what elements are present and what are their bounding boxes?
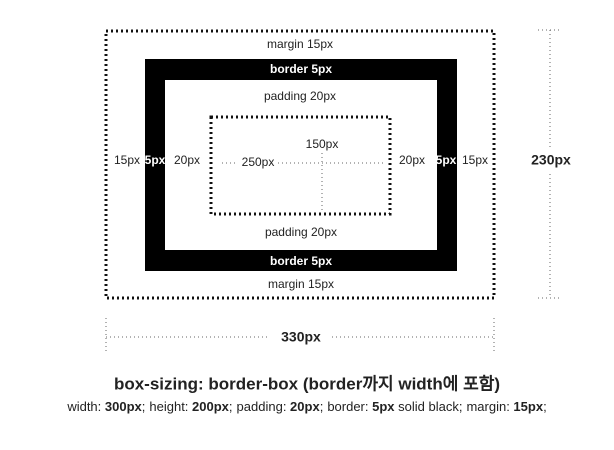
code-part: 200px (192, 399, 230, 414)
code-part: solid black; (395, 399, 463, 414)
dimension-label: 230px (531, 152, 571, 168)
label: 5px (145, 153, 166, 167)
dimension-label: 330px (281, 329, 321, 345)
label: 20px (174, 153, 200, 167)
label: padding 20px (264, 89, 336, 103)
code-part: 300px (105, 399, 143, 414)
margin-box (104, 29, 496, 300)
code-part: ; (320, 399, 324, 414)
label: border 5px (270, 62, 332, 76)
label: 15px (114, 153, 140, 167)
padding-box (165, 80, 437, 250)
code-part: ; (229, 399, 233, 414)
content-box (209, 115, 392, 216)
caption-title: box-sizing: border-box (border까지 width에 … (114, 373, 500, 393)
code-part: border: (327, 399, 372, 414)
label: 15px (462, 153, 488, 167)
code-part: 20px (290, 399, 320, 414)
code-part: ; (543, 399, 547, 414)
code-part: height: (149, 399, 192, 414)
label: 5px (436, 153, 457, 167)
code-part: width: (66, 399, 105, 414)
label: margin 15px (268, 277, 334, 291)
label: 150px (306, 137, 339, 151)
label: padding 20px (265, 225, 337, 239)
label: 250px (242, 155, 275, 169)
label: border 5px (270, 254, 332, 268)
code-part: ; (142, 399, 146, 414)
code-part: margin: (466, 399, 513, 414)
label: 20px (399, 153, 425, 167)
code-part: padding: (237, 399, 291, 414)
label: margin 15px (267, 37, 333, 51)
code-part: 5px (372, 399, 395, 414)
code-part: 15px (513, 399, 543, 414)
caption-code: width: 300px; height: 200px; padding: 20px… (66, 399, 546, 414)
